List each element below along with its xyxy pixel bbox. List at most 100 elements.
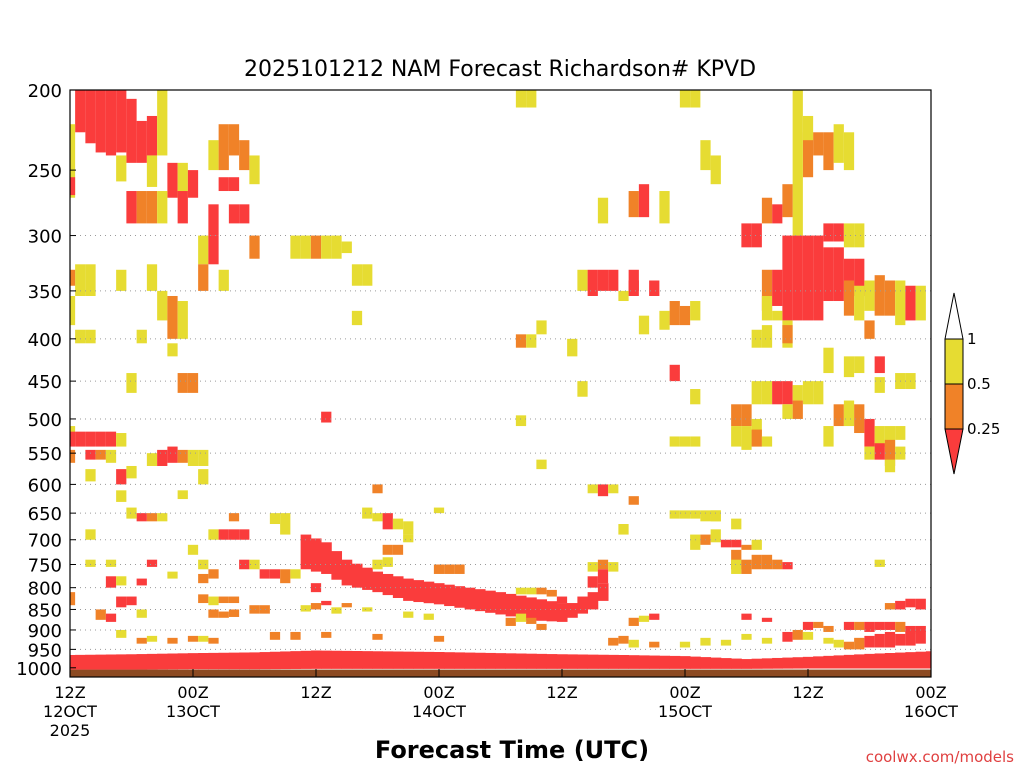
band-cell	[331, 650, 343, 669]
band-cell	[105, 654, 117, 670]
band-cell	[761, 658, 773, 669]
band-cell	[485, 590, 496, 613]
x-tick-label: 12Z	[792, 683, 823, 702]
x-tick-label: 12Z	[300, 683, 331, 702]
band-cell	[567, 654, 578, 669]
heatmap-cell	[146, 635, 158, 642]
band-cell	[526, 597, 537, 621]
heatmap-cell	[95, 609, 106, 620]
heatmap-cell	[628, 639, 639, 648]
heatmap-cell	[874, 356, 885, 374]
heatmap-cell	[105, 431, 117, 447]
heatmap-cell	[802, 621, 814, 630]
heatmap-cell	[536, 459, 547, 470]
heatmap-cell	[597, 569, 609, 584]
heatmap-cell	[587, 576, 598, 588]
band-cell	[413, 580, 425, 603]
heatmap-cell	[679, 510, 691, 519]
legend-label: 1	[967, 330, 977, 348]
heatmap-cell	[228, 529, 240, 540]
y-tick-label: 600	[28, 475, 62, 496]
heatmap-cell	[731, 426, 742, 447]
heatmap-cell	[823, 132, 834, 171]
plot-frame	[69, 89, 932, 678]
heatmap-cell	[782, 325, 793, 344]
band-cell	[433, 652, 445, 669]
heatmap-cell	[146, 264, 158, 291]
band-cell	[495, 653, 507, 669]
heatmap-cell	[895, 280, 906, 326]
band-cell	[628, 655, 640, 669]
heatmap-cell	[259, 569, 270, 579]
heatmap-cell	[95, 449, 106, 460]
heatmap-cell	[177, 301, 188, 339]
band-cell	[792, 657, 804, 669]
heatmap-cell	[864, 280, 875, 311]
heatmap-cell	[741, 559, 752, 574]
heatmap-cell	[85, 431, 96, 447]
heatmap-cell	[731, 518, 742, 530]
heatmap-cell	[905, 598, 916, 608]
heatmap-cell	[536, 587, 547, 595]
heatmap-cell	[372, 633, 383, 640]
heatmap-cell	[146, 115, 158, 156]
heatmap-cell	[331, 607, 342, 614]
heatmap-cell	[608, 269, 619, 291]
heatmap-cell	[710, 529, 721, 543]
heatmap-cell	[228, 596, 240, 604]
band-cell	[310, 538, 322, 572]
chart-title: 2025101212 NAM Forecast Richardson# KPVD	[244, 57, 756, 82]
band-cell	[505, 593, 517, 617]
heatmap-cell	[618, 524, 629, 535]
heatmap-cell	[597, 197, 609, 224]
heatmap-cell	[700, 637, 711, 646]
heatmap-cell	[813, 621, 824, 628]
heatmap-cell	[628, 496, 639, 505]
heatmap-cell	[854, 285, 865, 321]
heatmap-cell	[690, 510, 701, 519]
band-cell	[597, 583, 609, 601]
heatmap-cell	[362, 607, 373, 612]
heatmap-cell	[321, 411, 332, 423]
heatmap-cell	[187, 170, 199, 198]
heatmap-cell	[628, 191, 639, 218]
band-cell	[597, 654, 609, 669]
band-cell	[198, 653, 209, 670]
heatmap-cell	[618, 290, 629, 302]
heatmap-cell	[290, 235, 301, 259]
heatmap-cell	[731, 559, 742, 574]
heatmap-cell	[208, 204, 219, 236]
band-cell	[382, 573, 394, 596]
heatmap-cell	[854, 404, 865, 434]
heatmap-cell	[690, 389, 701, 405]
heatmap-cell	[146, 191, 158, 224]
y-tick-label: 700	[28, 531, 62, 552]
heatmap-cell	[177, 490, 188, 500]
band-cell	[638, 655, 650, 669]
heatmap-cell	[751, 381, 762, 405]
band-cell	[269, 651, 281, 670]
band-cell	[454, 652, 466, 669]
heatmap-cell	[198, 449, 209, 466]
y-tick-label: 550	[28, 444, 62, 465]
heatmap-cell	[802, 235, 814, 321]
band-cell	[843, 654, 855, 669]
band-cell	[362, 567, 373, 590]
heatmap-cell	[75, 329, 86, 344]
band-cell	[300, 534, 312, 570]
heatmap-cell	[372, 513, 383, 522]
heatmap-cell	[905, 285, 916, 321]
heatmap-cell	[874, 559, 885, 567]
heatmap-cell	[239, 529, 250, 540]
heatmap-cell	[177, 191, 188, 224]
heatmap-cell	[813, 132, 824, 156]
band-cell	[895, 652, 906, 669]
band-cell	[495, 592, 507, 615]
heatmap-cell	[208, 569, 219, 579]
x-tick-label: 14OCT	[412, 702, 466, 721]
heatmap-cell	[874, 443, 885, 460]
band-cell	[331, 551, 343, 580]
band-cell	[372, 651, 384, 669]
